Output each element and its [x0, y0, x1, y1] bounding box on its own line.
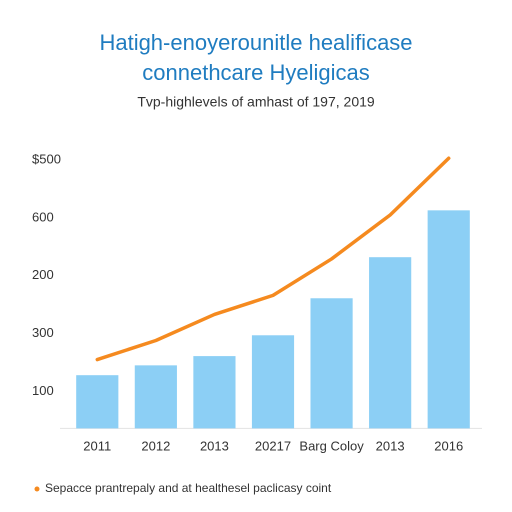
- bar: [369, 257, 412, 429]
- x-tick-label: 2012: [141, 438, 170, 453]
- bar: [193, 356, 236, 429]
- bar: [310, 298, 353, 429]
- chart-subtitle: Tvp-highlevels of amhast of 197, 2019: [137, 94, 375, 110]
- bar: [134, 365, 177, 429]
- x-tick-label: Barg Coloy: [299, 438, 364, 453]
- bar: [427, 210, 470, 429]
- x-tick-label: 2016: [434, 438, 463, 453]
- legend-label: Sepacce prantrepaly and at healthesel pa…: [45, 481, 332, 495]
- y-tick-label: 100: [32, 383, 54, 398]
- bar: [76, 375, 119, 429]
- x-tick-label: 20217: [255, 438, 291, 453]
- x-tick-label: 2013: [376, 438, 405, 453]
- chart-title: connethcare Hyeligicas: [142, 60, 369, 85]
- line: [95, 156, 451, 362]
- bar: [251, 335, 295, 429]
- y-tick-label: 200: [32, 267, 54, 282]
- chart-title: Hatigh-enoyerounitle healificase: [99, 30, 412, 55]
- legend-marker: [34, 486, 40, 492]
- x-tick-label: 2013: [200, 438, 229, 453]
- y-tick-label: 300: [32, 325, 54, 340]
- y-tick-label: 600: [32, 209, 54, 224]
- x-tick-label: 2011: [83, 438, 111, 453]
- y-tick-label: $500: [32, 151, 61, 166]
